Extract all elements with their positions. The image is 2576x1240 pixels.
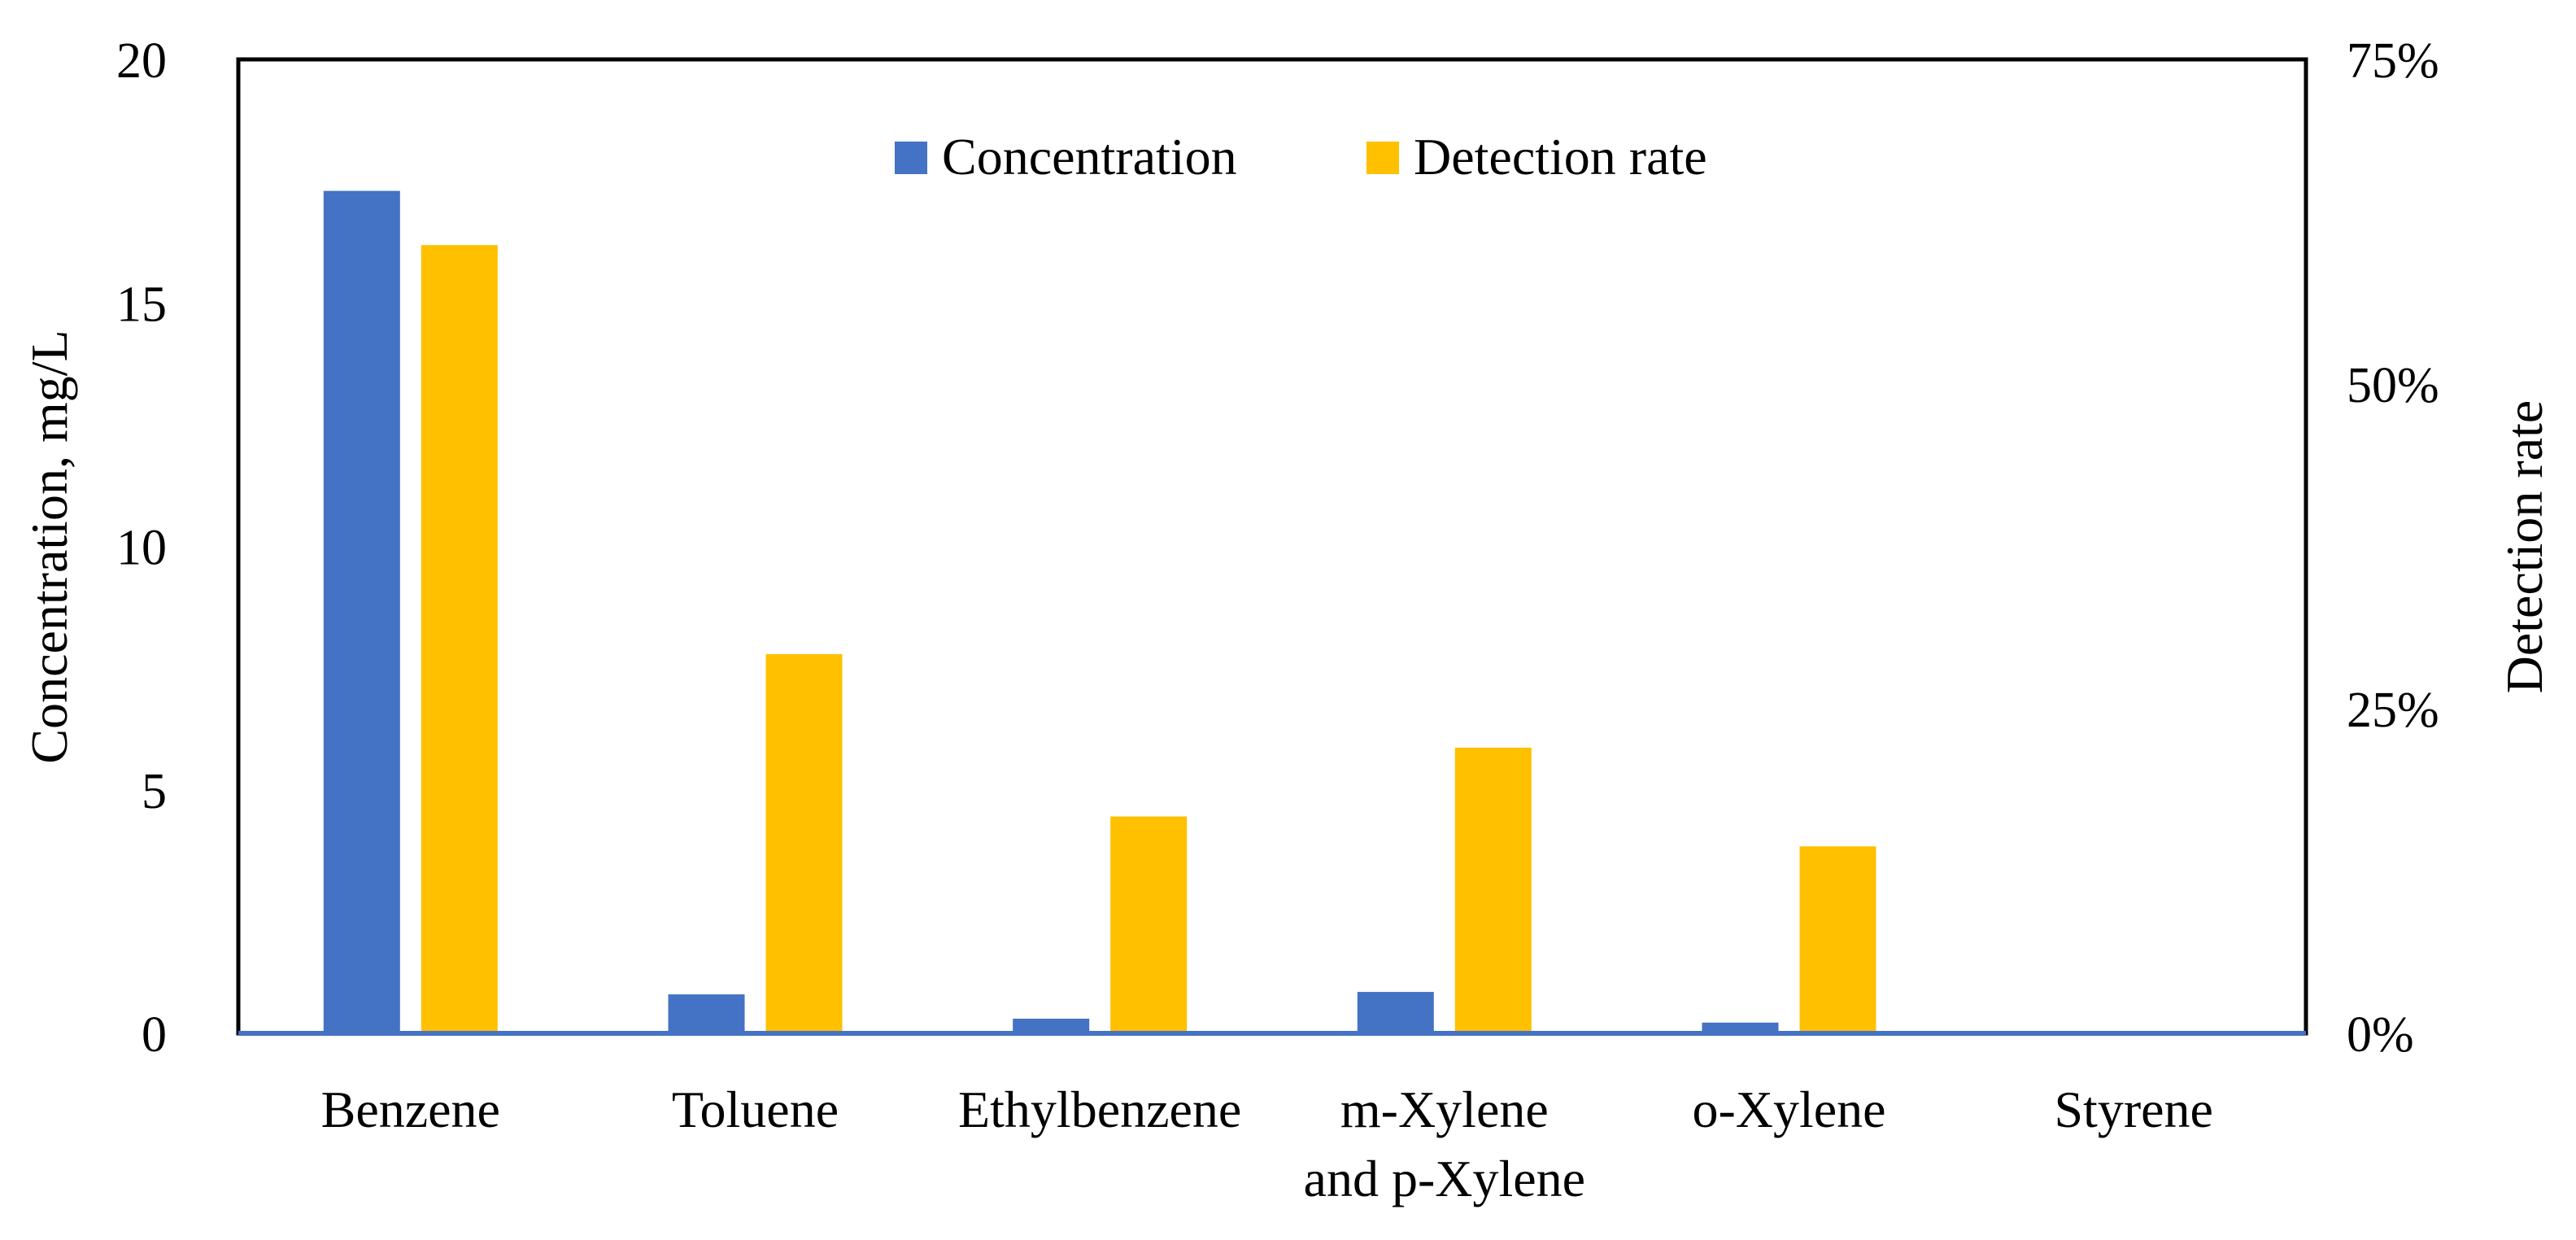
legend-swatch-detection-rate xyxy=(1366,142,1399,174)
legend-label-concentration: Concentration xyxy=(942,128,1237,186)
legend-label-detection-rate: Detection rate xyxy=(1414,128,1707,186)
axes-layer xyxy=(236,57,2308,1036)
bar-concentration-0 xyxy=(323,190,400,1034)
x-tick-label: and p-Xylene xyxy=(1304,1150,1586,1207)
y-right-tick-label: 75% xyxy=(2347,33,2439,89)
bar-detection-rate-4 xyxy=(1799,846,1876,1033)
x-tick-label: Toluene xyxy=(672,1081,839,1138)
y-left-tick-label: 15 xyxy=(116,277,167,332)
bar-detection-rate-3 xyxy=(1454,747,1532,1033)
y-left-tick-label: 10 xyxy=(116,521,167,576)
bar-concentration-3 xyxy=(1357,992,1434,1033)
bar-concentration-4 xyxy=(1702,1022,1779,1033)
y-left-tick-label: 0 xyxy=(142,1007,167,1063)
bar-detection-rate-2 xyxy=(1110,816,1188,1033)
y-right-tick-label: 50% xyxy=(2347,358,2439,413)
bar-concentration-1 xyxy=(668,994,745,1033)
bars-layer xyxy=(323,190,1876,1034)
y-right-tick-label: 0% xyxy=(2347,1007,2414,1063)
x-tick-label: m-Xylene xyxy=(1340,1081,1549,1138)
bar-concentration-2 xyxy=(1013,1019,1090,1033)
x-tick-label: Styrene xyxy=(2054,1081,2213,1138)
bar-detection-rate-1 xyxy=(765,654,843,1033)
x-tick-label: o-Xylene xyxy=(1692,1081,1885,1138)
y-left-tick-label: 20 xyxy=(116,33,167,89)
legend-swatch-concentration xyxy=(895,142,927,174)
y-right-tick-label: 25% xyxy=(2347,683,2439,738)
bar-detection-rate-0 xyxy=(421,245,498,1033)
x-tick-label: Benzene xyxy=(321,1081,500,1138)
y-left-axis-title: Concentration, mg/L xyxy=(20,330,78,763)
x-tick-label: Ethylbenzene xyxy=(958,1081,1241,1138)
labels-layer: 0 5 10 15 20 0% 25% 50% 75% Concentration, mg/L De… xyxy=(20,33,2553,1207)
y-right-axis-title: Detection rate xyxy=(2495,400,2553,694)
legend: Concentration Detection rate xyxy=(895,128,1707,186)
y-left-tick-label: 5 xyxy=(142,764,167,819)
